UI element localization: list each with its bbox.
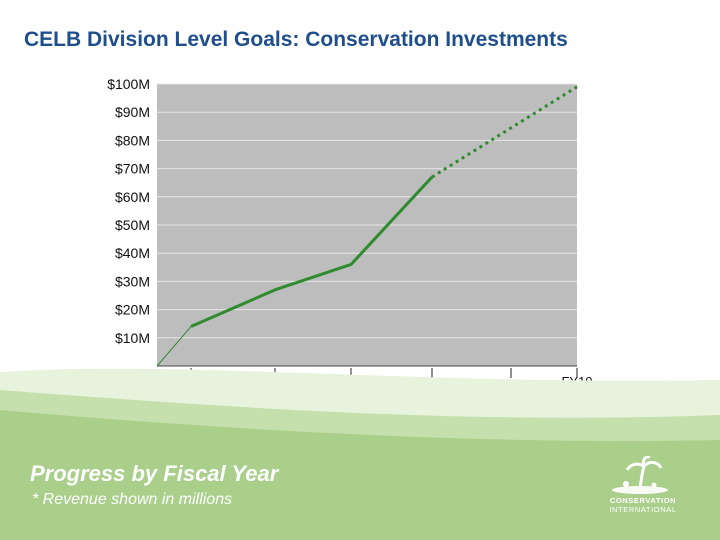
footer-note: * Revenue shown in millions bbox=[32, 491, 233, 508]
y-tick-label: $30M bbox=[115, 273, 150, 289]
y-tick-label: $20M bbox=[115, 302, 150, 318]
y-tick-label: $70M bbox=[115, 161, 150, 177]
y-tick-label: $50M bbox=[115, 217, 150, 233]
series-line-baseline bbox=[156, 326, 192, 367]
series-line-actual bbox=[190, 176, 434, 328]
slide-title: CELB Division Level Goals: Conservation … bbox=[24, 28, 568, 51]
conservation-international-logo: CONSERVATION INTERNATIONAL bbox=[600, 455, 686, 514]
series-line-projected bbox=[431, 85, 578, 179]
logo-line-2: INTERNATIONAL bbox=[609, 505, 677, 514]
y-tick-label: $80M bbox=[115, 132, 150, 148]
footer-band-dark bbox=[0, 410, 720, 540]
gridlines bbox=[157, 83, 577, 339]
logo-line-1: CONSERVATION bbox=[609, 496, 677, 505]
y-tick-label: $10M bbox=[115, 330, 150, 346]
y-axis-ticks: $10M $20M $30M $40M $50M $60M $70M $80M $90M $100… bbox=[107, 76, 150, 346]
y-tick-label: $60M bbox=[115, 189, 150, 205]
y-tick-label: $100M bbox=[107, 76, 150, 92]
y-tick-label: $40M bbox=[115, 245, 150, 261]
line-chart: $10M $20M $30M $40M $50M $60M $70M $80M $90M $100… bbox=[107, 76, 592, 397]
palm-tree-island-icon bbox=[612, 455, 668, 494]
footer-title: Progress by Fiscal Year bbox=[30, 461, 279, 486]
series-lines bbox=[156, 85, 578, 367]
y-tick-label: $90M bbox=[115, 104, 150, 120]
